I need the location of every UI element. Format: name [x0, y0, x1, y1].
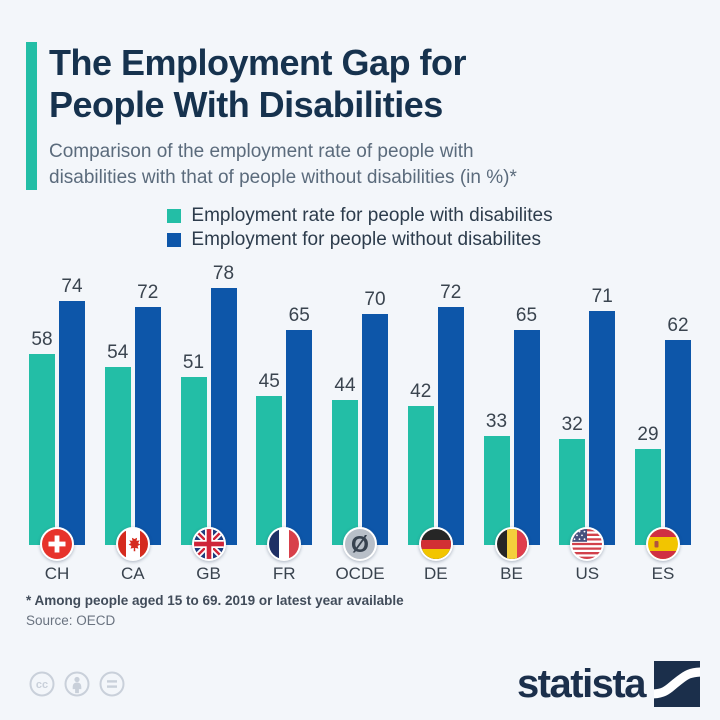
- country-label: BE: [500, 564, 523, 584]
- country-label: CA: [120, 564, 145, 584]
- legend-label: Employment rate for people with disabili…: [191, 205, 553, 227]
- value-label-without: 71: [591, 286, 613, 308]
- value-label-with: 54: [107, 342, 129, 364]
- value-label-with: 58: [31, 329, 53, 351]
- bar-pair: 33 65: [483, 263, 540, 546]
- value-label-without: 74: [61, 276, 83, 298]
- country-group: 29 62 ES: [634, 263, 692, 584]
- bar-pair: 29 62: [635, 263, 691, 546]
- svg-text:Ø: Ø: [351, 531, 369, 557]
- gb-flag-icon: [191, 527, 226, 562]
- value-label-without: 72: [440, 282, 462, 304]
- bar-without: [437, 307, 464, 546]
- ch-flag-icon: [40, 527, 74, 562]
- ocde-average-icon: Ø: [343, 527, 377, 562]
- country-label: FR: [272, 564, 296, 584]
- bar-with: [180, 377, 207, 546]
- bar-without: [59, 301, 85, 546]
- bar-pair: 45 65: [256, 263, 313, 546]
- country-group: 45 65 FR: [255, 263, 313, 584]
- accent-bar: [26, 42, 37, 191]
- country-group: 51 78 GB: [180, 263, 238, 584]
- country-group: 42 72 DE: [407, 263, 465, 584]
- footnote: * Among people aged 15 to 69. 2019 or la…: [26, 593, 404, 609]
- attribution-person-icon: [64, 671, 90, 697]
- legend-item-with-disabilities: Employment rate for people with disabili…: [167, 205, 553, 227]
- cc-icon: cc: [29, 671, 55, 697]
- license-icons: cc: [28, 670, 126, 698]
- value-label-with: 42: [410, 381, 432, 403]
- value-label-without: 78: [212, 263, 235, 285]
- fr-flag-icon: [267, 527, 302, 562]
- be-flag-icon: [494, 527, 529, 562]
- value-label-without: 65: [515, 305, 538, 327]
- source-label: Source: OECD: [26, 613, 116, 629]
- bar-with: [332, 400, 358, 546]
- country-label: US: [575, 564, 600, 584]
- es-flag-icon: [646, 527, 680, 562]
- value-label-with: 29: [637, 424, 659, 446]
- bar-pair: 54 72: [104, 263, 161, 546]
- value-label-with: 32: [561, 414, 583, 436]
- country-group: 33 65 BE: [483, 263, 541, 584]
- blue-swatch-icon: [167, 233, 182, 248]
- bar-with: [104, 367, 131, 546]
- value-label-with: 33: [485, 411, 508, 433]
- value-label-without: 62: [667, 315, 689, 337]
- bar-chart: 58 74 CH 54 72: [28, 263, 692, 584]
- country-label: ES: [651, 564, 675, 584]
- bar-without: [134, 307, 161, 546]
- bar-pair: 44 70: [332, 263, 388, 546]
- value-label-with: 51: [182, 352, 205, 374]
- legend-label: Employment for people without disabilite…: [191, 229, 541, 251]
- header: The Employment Gap for People With Disab…: [0, 0, 720, 191]
- footer-notes: * Among people aged 15 to 69. 2019 or la…: [26, 593, 694, 628]
- bar-pair: 32 71: [559, 263, 616, 546]
- country-group: 54 72 CA: [104, 263, 162, 584]
- bar-without: [589, 311, 616, 546]
- statista-wordmark: statista: [516, 661, 647, 706]
- page-subtitle: Comparison of the employment rate of peo…: [49, 141, 517, 188]
- legend-item-without-disabilities: Employment for people without disabilite…: [167, 229, 541, 251]
- value-label-without: 70: [364, 289, 386, 311]
- value-label-without: 72: [137, 282, 159, 304]
- bar-pair: 42 72: [407, 263, 464, 546]
- bar-with: [407, 406, 434, 546]
- ca-flag-icon: [115, 527, 150, 562]
- country-label: CH: [44, 564, 70, 584]
- bar-without: [665, 340, 691, 546]
- country-label: GB: [196, 564, 221, 584]
- country-label: OCDE: [335, 564, 385, 584]
- country-label: DE: [423, 564, 448, 584]
- bottom-bar: cc statista: [28, 661, 700, 707]
- page-title: The Employment Gap for People With Disab…: [49, 42, 467, 126]
- svg-text:cc: cc: [36, 679, 48, 691]
- us-flag-icon: [570, 527, 605, 562]
- statista-logo: statista: [517, 661, 700, 707]
- bar-with: [256, 396, 283, 546]
- bar-with: [29, 354, 55, 546]
- bar-without: [286, 330, 313, 546]
- bar-without: [362, 314, 388, 546]
- bar-pair: 58 74: [29, 263, 85, 546]
- legend: Employment rate for people with disabili…: [167, 203, 553, 251]
- country-group: 44 70 Ø OCDE: [331, 263, 389, 584]
- value-label-with: 44: [334, 375, 356, 397]
- bar-without: [210, 288, 237, 546]
- bar-without: [513, 330, 540, 546]
- teal-swatch-icon: [167, 209, 182, 224]
- country-group: 32 71 US: [558, 263, 616, 584]
- chart-groups: 58 74 CH 54 72: [28, 263, 692, 584]
- country-group: 58 74 CH: [28, 263, 86, 584]
- statista-mark-icon: [654, 661, 700, 707]
- value-label-without: 65: [288, 305, 310, 327]
- bar-pair: 51 78: [180, 263, 237, 546]
- equal-icon: [99, 671, 125, 697]
- bar-with: [483, 436, 510, 546]
- de-flag-icon: [418, 527, 453, 562]
- value-label-with: 45: [258, 371, 280, 393]
